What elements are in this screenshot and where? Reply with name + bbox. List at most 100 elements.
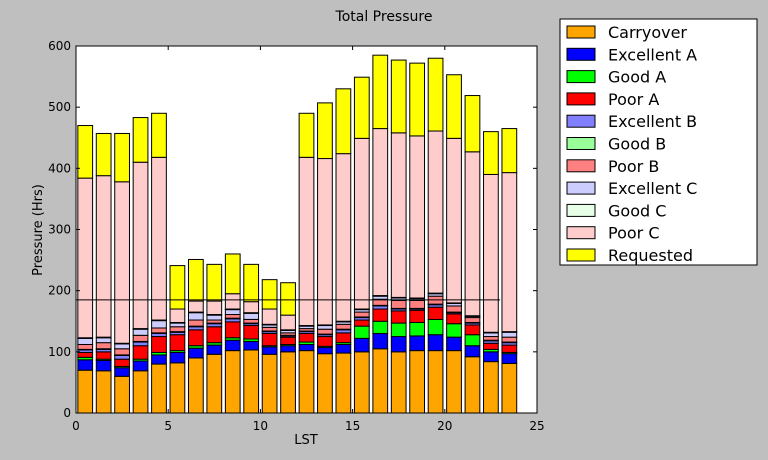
bar-segment-requested	[335, 88, 352, 155]
bar-segment-poor-c	[206, 300, 223, 316]
bar-segment-poor-c	[372, 128, 389, 297]
bar-segment-poor-c	[132, 161, 149, 330]
bar-segment-poor-a	[390, 310, 407, 324]
legend-swatch-excellent-c	[566, 181, 596, 195]
bar-segment-good-a	[390, 322, 407, 338]
bar-segment-poor-a	[77, 351, 94, 358]
y-tick-label: 300	[48, 223, 71, 237]
y-axis-label: Pressure (Hrs)	[31, 184, 46, 276]
bar-segment-excellent-c	[114, 343, 130, 350]
bar-segment-poor-b	[446, 305, 462, 313]
bar-segment-carryover	[95, 370, 112, 414]
bar-segment-poor-a	[501, 344, 518, 353]
bar-segment-poor-b	[77, 343, 94, 350]
bar-segment-carryover	[243, 349, 260, 414]
bar-segment-poor-a	[335, 332, 352, 344]
bar-segment-poor-c	[501, 172, 518, 333]
bar-segment-requested	[372, 54, 389, 130]
legend-swatch-poor-b	[566, 159, 596, 173]
y-tick-label: 100	[48, 345, 71, 359]
bar-segment-carryover	[224, 350, 241, 414]
bar-segment-poor-a	[261, 332, 278, 347]
bar-segment-carryover	[409, 350, 426, 414]
bar-segment-requested	[409, 62, 426, 137]
bar-segment-excellent-b	[114, 355, 130, 360]
bar-segment-good-a	[372, 320, 389, 334]
bar-segment-excellent-a	[114, 367, 130, 377]
bar-segment-poor-b	[224, 314, 241, 319]
bar-segment-poor-b	[151, 327, 167, 334]
bar-segment-carryover	[132, 370, 149, 414]
y-tick-label: 200	[48, 284, 71, 298]
bar-segment-poor-b	[261, 326, 278, 332]
bar-segment-excellent-c	[132, 328, 149, 336]
bar-segment-requested	[95, 132, 112, 177]
bar-segment-excellent-a	[298, 343, 315, 352]
bar-segment-poor-a	[243, 325, 260, 340]
bar-segment-poor-c	[77, 177, 94, 339]
bar-segment-poor-c	[243, 301, 260, 314]
bar-segment-excellent-a	[317, 347, 333, 355]
bar-segment-poor-a	[132, 345, 149, 360]
legend-swatch-carryover	[566, 25, 596, 39]
x-tick-label: 0	[72, 419, 80, 433]
bar-segment-requested	[390, 59, 407, 134]
bar-segment-requested	[169, 265, 186, 310]
bars-layer	[76, 54, 518, 414]
bar-segment-poor-a	[427, 306, 444, 320]
bar-segment-poor-b	[353, 311, 370, 318]
bar-segment-requested	[317, 102, 333, 160]
bar-segment-requested	[132, 117, 149, 163]
bar-segment-poor-b	[464, 317, 481, 323]
bar-segment-good-a	[446, 323, 462, 338]
bar-segment-good-a	[464, 334, 481, 347]
bar-segment-poor-c	[353, 137, 370, 310]
y-tick-label: 500	[48, 100, 71, 114]
bar-segment-requested	[206, 263, 223, 302]
bar-segment-requested	[151, 112, 167, 158]
bar-segment-requested	[114, 132, 130, 183]
bar-segment-carryover	[151, 363, 167, 414]
bar-segment-carryover	[353, 351, 370, 414]
bar-segment-excellent-c	[243, 312, 260, 320]
bar-segment-excellent-c	[317, 325, 333, 330]
bar-segment-poor-a	[187, 329, 204, 347]
bar-segment-carryover	[187, 357, 204, 414]
bar-segment-carryover	[317, 353, 333, 414]
x-axis-label: LST	[294, 433, 317, 448]
legend: Carryover Excellent A Good A Poor A Excellen…	[559, 18, 758, 266]
bar-segment-requested	[427, 57, 444, 132]
bar-segment-carryover	[169, 362, 186, 414]
bar-segment-excellent-a	[427, 334, 444, 352]
bar-segment-excellent-a	[372, 332, 389, 350]
bar-segment-carryover	[261, 353, 278, 414]
x-tick-label: 20	[437, 419, 452, 433]
bar-segment-requested	[187, 258, 204, 302]
bar-segment-poor-b	[501, 336, 518, 343]
bar-segment-excellent-c	[224, 309, 241, 316]
legend-label: Poor A	[608, 90, 659, 109]
bar-segment-poor-a	[151, 336, 167, 353]
bar-segment-poor-a	[372, 308, 389, 322]
bar-segment-carryover	[446, 350, 462, 414]
bar-segment-poor-b	[114, 348, 130, 356]
bar-segment-requested	[298, 112, 315, 158]
bar-segment-poor-a	[224, 321, 241, 339]
bar-segment-poor-c	[114, 181, 130, 344]
bar-segment-poor-c	[390, 132, 407, 298]
legend-label: Carryover	[608, 23, 687, 42]
bar-segment-carryover	[114, 375, 130, 414]
legend-label: Poor B	[608, 157, 659, 176]
axes-layer: 0 5 10 15 20 25 0 100 200 300 400 500 600	[48, 39, 545, 433]
x-tick-label: 5	[164, 419, 172, 433]
bar-segment-poor-c	[427, 130, 444, 294]
bar-segment-excellent-c	[77, 337, 94, 345]
legend-swatch-good-a	[566, 70, 596, 84]
legend-label: Good A	[608, 68, 666, 87]
legend-label: Excellent B	[608, 112, 697, 131]
bar-segment-poor-c	[95, 175, 112, 338]
bar-segment-excellent-a	[187, 347, 204, 359]
bar-segment-poor-a	[446, 313, 462, 325]
bar-segment-requested	[501, 128, 518, 174]
